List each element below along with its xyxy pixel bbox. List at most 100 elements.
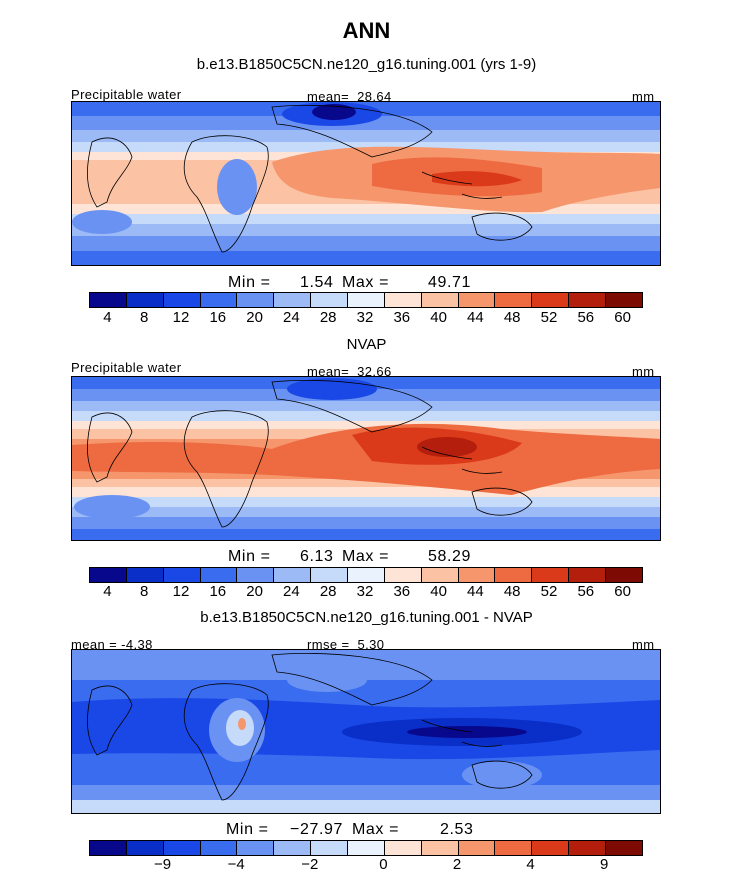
colorbar-tick-label: 16 — [209, 309, 227, 326]
panel-1-max-label: Max = — [342, 274, 395, 291]
colorbar-swatch — [126, 841, 164, 855]
colorbar-swatch — [274, 293, 312, 307]
colorbar-swatch — [163, 568, 201, 582]
colorbar-tick-label: 0 — [379, 856, 388, 873]
colorbar-swatch — [495, 568, 533, 582]
panel-2-min-value: 6.13 — [300, 548, 334, 565]
colorbar-swatch — [126, 568, 164, 582]
colorbar-tick-label: 44 — [467, 309, 484, 326]
colorbar-swatch — [458, 841, 496, 855]
colorbar-tick-label: 36 — [393, 583, 411, 600]
colorbar-tick-label: 40 — [430, 583, 447, 600]
colorbar-tick-label: 20 — [246, 309, 263, 326]
colorbar-swatch — [163, 841, 201, 855]
panel-2-colorbar — [89, 567, 643, 583]
colorbar-tick-label: 32 — [356, 309, 374, 326]
colorbar-swatch — [384, 568, 422, 582]
figure-title: ANN — [342, 18, 391, 43]
colorbar-tick-label: 24 — [283, 309, 300, 326]
colorbar-swatch — [311, 841, 349, 855]
colorbar-tick-label: 28 — [319, 583, 337, 600]
panel-3-colorbar — [89, 840, 643, 856]
panel-3-max-value: 2.53 — [440, 821, 474, 838]
colorbar-swatch — [274, 841, 312, 855]
colorbar-tick-label: 20 — [246, 583, 263, 600]
panel-1-map-field — [72, 102, 660, 265]
panel-2-units: mm — [632, 364, 655, 379]
panel-2-min-label: Min = — [228, 548, 276, 565]
colorbar-swatch — [495, 293, 533, 307]
panel-1-title: b.e13.B1850C5CN.ne120_g16.tuning.001 (yr… — [196, 56, 537, 73]
colorbar-tick-label: 12 — [172, 583, 190, 600]
panel-1-map — [71, 101, 661, 266]
colorbar-tick-label: 56 — [577, 583, 595, 600]
panel-2-mean: mean= 32.66 — [307, 364, 392, 379]
colorbar-tick-label: 8 — [140, 583, 149, 600]
colorbar-tick-label: 9 — [600, 856, 609, 873]
colorbar-tick-label: 32 — [356, 583, 374, 600]
panel-1-mean: mean= 28.64 — [307, 89, 392, 104]
colorbar-tick-label: 24 — [283, 583, 300, 600]
colorbar-tick-label: 56 — [577, 309, 595, 326]
panel-2-max-value: 58.29 — [428, 548, 472, 565]
colorbar-swatch — [421, 568, 459, 582]
panel-3-units: mm — [632, 637, 655, 652]
colorbar-tick-label: 48 — [503, 309, 521, 326]
colorbar-tick-label: 36 — [393, 309, 411, 326]
panel-3-colorbar-ticks: −9 −4 −2 0 2 4 9 — [0, 856, 733, 874]
panel-1-units: mm — [632, 89, 655, 104]
colorbar-tick-label: −9 — [154, 856, 172, 873]
panel-3-rmse: rmse = 5.30 — [307, 637, 385, 652]
colorbar-swatch — [532, 568, 570, 582]
colorbar-tick-label: 4 — [103, 309, 112, 326]
colorbar-swatch — [532, 293, 570, 307]
colorbar-swatch — [421, 293, 459, 307]
colorbar-swatch — [274, 568, 312, 582]
colorbar-swatch — [569, 293, 607, 307]
colorbar-swatch — [569, 568, 607, 582]
colorbar-swatch — [163, 293, 201, 307]
colorbar-swatch — [606, 568, 642, 582]
colorbar-swatch — [311, 293, 349, 307]
colorbar-swatch — [90, 841, 127, 855]
colorbar-swatch — [348, 293, 385, 307]
colorbar-swatch — [237, 293, 275, 307]
panel-2-title: NVAP — [346, 336, 387, 353]
colorbar-swatch — [200, 293, 238, 307]
panel-1-variable-label: Precipitable water — [71, 87, 182, 102]
panel-1-max-value: 49.71 — [428, 274, 472, 291]
panel-3-mean: mean = -4.38 — [71, 637, 153, 652]
colorbar-swatch — [384, 841, 422, 855]
colorbar-swatch — [200, 841, 238, 855]
panel-3-map — [71, 649, 661, 814]
colorbar-swatch — [90, 568, 127, 582]
colorbar-swatch — [606, 841, 642, 855]
colorbar-swatch — [348, 568, 385, 582]
colorbar-tick-label: 52 — [540, 309, 558, 326]
panel-1-colorbar — [89, 292, 643, 308]
panel-2-max-label: Max = — [342, 548, 395, 565]
colorbar-swatch — [606, 293, 642, 307]
panel-3-min-value: −27.97 — [290, 821, 343, 838]
panel-2-map — [71, 376, 661, 541]
colorbar-tick-label: 40 — [430, 309, 447, 326]
colorbar-swatch — [495, 841, 533, 855]
panel-2-map-field — [72, 377, 660, 540]
colorbar-tick-label: 16 — [209, 583, 227, 600]
colorbar-swatch — [532, 841, 570, 855]
colorbar-swatch — [458, 293, 496, 307]
panel-1-min-label: Min = — [228, 274, 276, 291]
panel-3-title: b.e13.B1850C5CN.ne120_g16.tuning.001 - N… — [200, 609, 533, 626]
colorbar-tick-label: 60 — [614, 309, 631, 326]
colorbar-tick-label: 2 — [452, 856, 462, 873]
colorbar-tick-label: 4 — [103, 583, 112, 600]
panel-3-max-label: Max = — [352, 821, 405, 838]
panel-1-min-value: 1.54 — [300, 274, 334, 291]
colorbar-swatch — [90, 293, 127, 307]
panel-3-min-label: Min = — [226, 821, 274, 838]
colorbar-swatch — [200, 568, 238, 582]
colorbar-swatch — [569, 841, 607, 855]
colorbar-swatch — [237, 841, 275, 855]
colorbar-swatch — [126, 293, 164, 307]
panel-1-colorbar-ticks: 4 8 12 16 20 24 28 32 36 40 44 48 52 56 60 — [0, 309, 733, 327]
